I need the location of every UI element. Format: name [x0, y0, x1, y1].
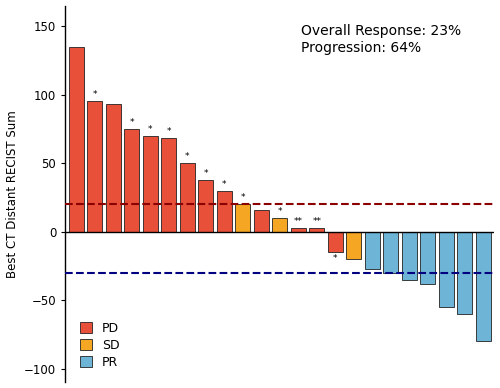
Bar: [143, 136, 158, 232]
Bar: [106, 104, 121, 232]
Text: *: *: [166, 127, 171, 137]
Bar: [124, 129, 140, 232]
Bar: [69, 47, 84, 232]
Bar: [180, 163, 195, 232]
Bar: [439, 232, 454, 307]
Bar: [476, 232, 490, 341]
Bar: [384, 232, 398, 273]
Text: *: *: [278, 207, 282, 216]
Text: *: *: [204, 168, 208, 178]
Bar: [402, 232, 416, 280]
Bar: [236, 204, 250, 232]
Bar: [272, 218, 287, 232]
Bar: [458, 232, 472, 314]
Bar: [346, 232, 362, 259]
Text: *: *: [185, 152, 190, 161]
Bar: [420, 232, 435, 284]
Bar: [310, 228, 324, 232]
Text: *: *: [222, 180, 226, 189]
Text: *: *: [333, 254, 338, 263]
Y-axis label: Best CT Distant RECIST Sum: Best CT Distant RECIST Sum: [6, 110, 18, 278]
Bar: [328, 232, 343, 252]
Text: *: *: [240, 193, 245, 202]
Text: **: **: [312, 217, 322, 225]
Bar: [291, 228, 306, 232]
Bar: [365, 232, 380, 269]
Text: Overall Response: 23%
Progression: 64%: Overall Response: 23% Progression: 64%: [302, 24, 462, 55]
Bar: [254, 210, 269, 232]
Bar: [217, 191, 232, 232]
Bar: [88, 102, 102, 232]
Bar: [162, 139, 176, 232]
Bar: [198, 180, 214, 232]
Text: *: *: [130, 118, 134, 127]
Legend: PD, SD, PR: PD, SD, PR: [76, 319, 124, 372]
Text: **: **: [294, 217, 303, 225]
Text: *: *: [92, 90, 97, 99]
Text: *: *: [148, 125, 152, 134]
